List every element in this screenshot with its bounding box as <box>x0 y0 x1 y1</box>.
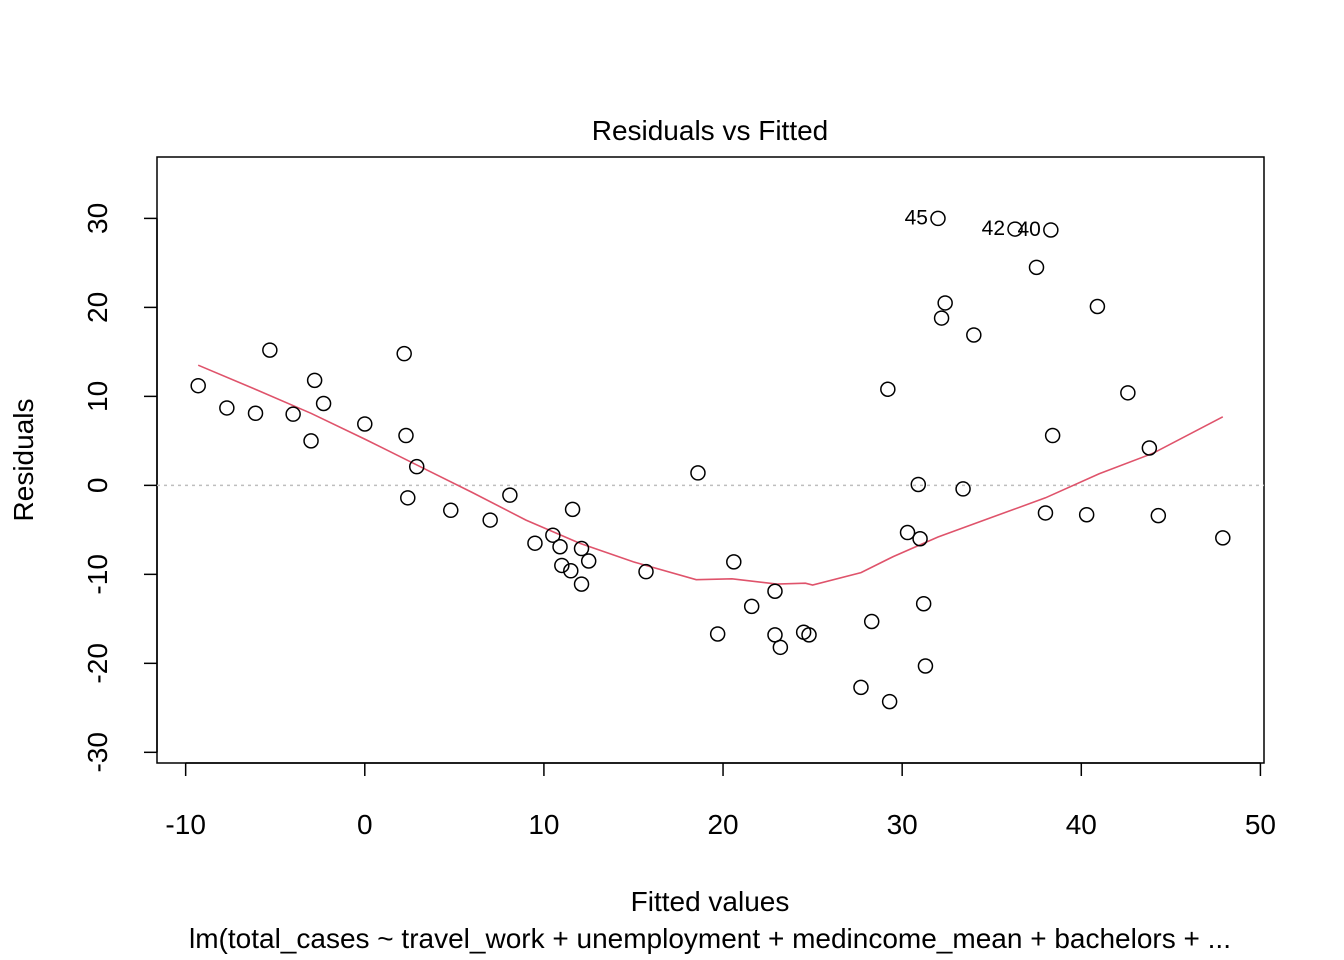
residual-point <box>527 535 543 551</box>
x-axis: -10 0 10 20 30 40 50 <box>165 762 1276 840</box>
y-tick-label: 10 <box>82 381 113 412</box>
residual-point <box>690 465 706 481</box>
residual-point <box>306 372 323 389</box>
residual-point <box>219 400 235 416</box>
residual-point <box>408 458 425 475</box>
y-tick-label: -30 <box>82 732 113 772</box>
residual-point <box>563 563 579 579</box>
residual-point <box>552 539 568 555</box>
x-tick-label: 0 <box>357 809 373 840</box>
residual-point <box>767 583 783 600</box>
residual-point <box>863 613 880 630</box>
model-formula-caption: lm(total_cases ~ travel_work + unemploym… <box>189 923 1231 954</box>
residual-point <box>912 531 928 547</box>
residual-point <box>910 476 927 493</box>
residual-point <box>1044 427 1061 444</box>
y-tick-label: -20 <box>82 643 113 683</box>
residual-point <box>554 557 570 574</box>
residual-point <box>443 502 459 519</box>
residual-point <box>1028 259 1045 276</box>
residual-point <box>580 553 597 569</box>
residual-point <box>930 210 946 227</box>
y-tick-label: 0 <box>82 478 113 494</box>
residual-point <box>1037 505 1054 521</box>
outlier-label: 45 <box>905 206 928 229</box>
residual-point <box>190 377 206 394</box>
residual-point <box>726 554 742 570</box>
residual-point <box>398 427 414 444</box>
x-tick-label: 10 <box>528 809 559 840</box>
residual-point <box>285 406 301 422</box>
plot-frame <box>156 156 1265 764</box>
residual-point <box>1078 506 1095 523</box>
residual-point <box>400 490 416 506</box>
residual-point <box>357 416 373 432</box>
x-tick-label: 30 <box>887 809 918 840</box>
residual-point <box>545 527 561 543</box>
smoother-line <box>197 364 1224 586</box>
residual-points <box>190 210 1231 710</box>
x-tick-label: 50 <box>1245 809 1276 840</box>
x-axis-label: Fitted values <box>631 886 790 917</box>
residual-point <box>315 395 332 412</box>
residual-point <box>955 481 971 497</box>
outlier-label: 42 <box>982 217 1005 240</box>
residual-point <box>396 345 412 362</box>
residual-point <box>1043 222 1059 238</box>
residual-point <box>853 679 869 696</box>
residual-point <box>502 487 518 503</box>
residual-point <box>881 693 898 710</box>
residual-point <box>1150 507 1167 524</box>
y-tick-label: 30 <box>82 203 113 234</box>
residual-point <box>247 405 264 422</box>
residual-point <box>482 512 498 528</box>
residual-point <box>743 598 760 615</box>
y-tick-label: 20 <box>82 292 113 323</box>
residual-point <box>573 576 590 592</box>
residual-point <box>801 627 817 643</box>
residual-point <box>933 310 950 326</box>
residual-point <box>899 524 916 541</box>
y-tick-label: -10 <box>82 554 113 594</box>
x-tick-label: 20 <box>707 809 738 840</box>
residual-point <box>917 658 934 674</box>
x-tick-label: -10 <box>165 809 205 840</box>
residual-point <box>772 639 789 656</box>
residual-point <box>709 626 726 642</box>
y-axis-label: Residuals <box>8 399 39 522</box>
chart-title: Residuals vs Fitted <box>592 115 829 146</box>
residual-point <box>1215 530 1231 546</box>
residual-point <box>937 295 953 311</box>
residual-point <box>573 540 590 557</box>
x-tick-label: 40 <box>1066 809 1097 840</box>
residual-point <box>262 342 278 358</box>
residual-point <box>638 563 654 580</box>
residual-point <box>880 381 896 398</box>
residual-point <box>915 595 932 612</box>
residual-point <box>1141 440 1158 456</box>
y-axis: -30 -20 -10 0 10 20 30 <box>82 203 158 773</box>
residual-point <box>303 433 319 449</box>
residual-point <box>1007 221 1023 237</box>
outlier-labels: 45 42 40 <box>905 206 1041 241</box>
residual-point <box>1089 298 1106 315</box>
outlier-label: 40 <box>1017 218 1040 241</box>
residual-point <box>1120 385 1136 401</box>
residual-point <box>564 501 581 518</box>
residual-point <box>966 327 982 343</box>
